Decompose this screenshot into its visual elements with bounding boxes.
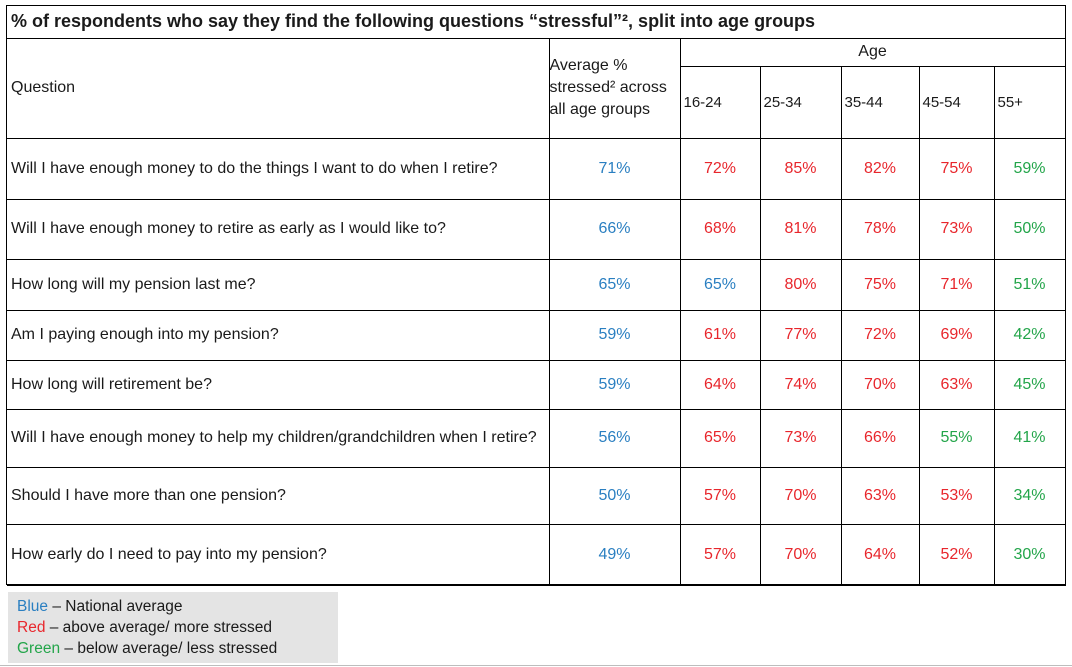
- table-title: % of respondents who say they find the f…: [7, 6, 1065, 39]
- table-row: Am I paying enough into my pension? 59% 61…: [7, 309, 1066, 361]
- legend-text: – below average/ less stressed: [60, 640, 278, 657]
- stress-table-frame: % of respondents who say they find the f…: [6, 5, 1066, 586]
- age-value-cell: 72%: [840, 309, 920, 361]
- age-value-cell: 53%: [918, 466, 995, 525]
- age-value-cell: 64%: [840, 523, 920, 586]
- age-value-cell: 42%: [993, 309, 1066, 361]
- age-value-cell: 63%: [840, 466, 920, 525]
- age-value-cell: 85%: [759, 137, 842, 200]
- table-row: Should I have more than one pension? 50% 5…: [7, 466, 1066, 525]
- age-group-header-35-44: 35-44: [840, 65, 920, 139]
- age-value-cell: 82%: [840, 137, 920, 200]
- question-cell: Will I have enough money to help my chil…: [7, 408, 550, 468]
- average-value-cell: 50%: [548, 466, 681, 525]
- legend-text: – National average: [48, 598, 183, 615]
- age-value-cell: 75%: [918, 137, 995, 200]
- average-value-cell: 59%: [548, 309, 681, 361]
- average-value-cell: 56%: [548, 408, 681, 468]
- age-header: Age: [679, 37, 1066, 67]
- age-value-cell: 68%: [679, 198, 761, 260]
- age-value-cell: 69%: [918, 309, 995, 361]
- question-cell: Am I paying enough into my pension?: [7, 309, 550, 361]
- average-header: Average % stressed² across all age group…: [548, 37, 681, 139]
- legend-item: Green – below average/ less stressed: [17, 638, 338, 659]
- age-value-cell: 55%: [918, 408, 995, 468]
- question-cell: Will I have enough money to retire as ea…: [7, 198, 550, 260]
- age-value-cell: 65%: [679, 258, 761, 311]
- question-cell: Should I have more than one pension?: [7, 466, 550, 525]
- age-value-cell: 59%: [993, 137, 1066, 200]
- legend-item: Red – above average/ more stressed: [17, 617, 338, 638]
- age-value-cell: 66%: [840, 408, 920, 468]
- age-value-cell: 30%: [993, 523, 1066, 586]
- age-group-header-25-34: 25-34: [759, 65, 842, 139]
- age-value-cell: 57%: [679, 523, 761, 586]
- age-value-cell: 73%: [918, 198, 995, 260]
- age-value-cell: 81%: [759, 198, 842, 260]
- question-cell: How early do I need to pay into my pensi…: [7, 523, 550, 586]
- age-value-cell: 51%: [993, 258, 1066, 311]
- question-cell: Will I have enough money to do the thing…: [7, 137, 550, 200]
- age-value-cell: 65%: [679, 408, 761, 468]
- color-legend: Blue – National average Red – above avera…: [8, 592, 338, 663]
- legend-item: Blue – National average: [17, 596, 338, 617]
- stress-table: % of respondents who say they find the f…: [7, 6, 1066, 586]
- table-row: How early do I need to pay into my pensi…: [7, 523, 1066, 586]
- age-group-header-45-54: 45-54: [918, 65, 995, 139]
- question-header: Question: [7, 37, 550, 139]
- age-value-cell: 70%: [840, 359, 920, 410]
- age-value-cell: 34%: [993, 466, 1066, 525]
- age-value-cell: 41%: [993, 408, 1066, 468]
- age-value-cell: 61%: [679, 309, 761, 361]
- average-value-cell: 66%: [548, 198, 681, 260]
- table-row: How long will my pension last me? 65% 65% 8…: [7, 258, 1066, 311]
- age-value-cell: 71%: [918, 258, 995, 311]
- age-value-cell: 50%: [993, 198, 1066, 260]
- age-value-cell: 78%: [840, 198, 920, 260]
- age-value-cell: 74%: [759, 359, 842, 410]
- age-value-cell: 77%: [759, 309, 842, 361]
- age-value-cell: 75%: [840, 258, 920, 311]
- legend-key: Red: [17, 619, 46, 636]
- average-value-cell: 59%: [548, 359, 681, 410]
- average-value-cell: 65%: [548, 258, 681, 311]
- age-value-cell: 63%: [918, 359, 995, 410]
- age-group-header-55-plus: 55+: [993, 65, 1066, 139]
- bottom-divider: [0, 665, 1072, 666]
- average-value-cell: 49%: [548, 523, 681, 586]
- age-value-cell: 72%: [679, 137, 761, 200]
- age-value-cell: 73%: [759, 408, 842, 468]
- average-value-cell: 71%: [548, 137, 681, 200]
- table-row: Will I have enough money to help my chil…: [7, 408, 1066, 468]
- age-value-cell: 64%: [679, 359, 761, 410]
- age-value-cell: 70%: [759, 466, 842, 525]
- table-row: Will I have enough money to retire as ea…: [7, 198, 1066, 260]
- legend-key: Green: [17, 640, 61, 657]
- table-row: How long will retirement be? 59% 64% 74% 70%…: [7, 359, 1066, 410]
- age-value-cell: 52%: [918, 523, 995, 586]
- age-value-cell: 80%: [759, 258, 842, 311]
- legend-key: Blue: [17, 598, 49, 615]
- question-cell: How long will retirement be?: [7, 359, 550, 410]
- age-group-header-16-24: 16-24: [680, 65, 761, 139]
- age-value-cell: 57%: [679, 466, 761, 525]
- question-cell: How long will my pension last me?: [7, 258, 550, 311]
- age-value-cell: 70%: [759, 523, 842, 586]
- table-row: Will I have enough money to do the thing…: [7, 137, 1066, 200]
- age-value-cell: 45%: [993, 359, 1066, 410]
- legend-text: – above average/ more stressed: [45, 619, 273, 636]
